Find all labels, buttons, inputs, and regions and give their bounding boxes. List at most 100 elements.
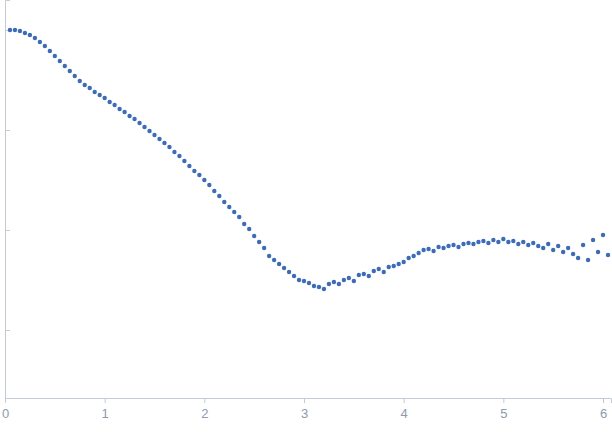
point [212,189,216,193]
x-tick: 3 [301,398,308,421]
point [8,28,12,32]
point [28,33,32,37]
point [337,282,341,286]
point [162,141,166,145]
point [172,150,176,154]
point [157,137,161,141]
point [501,237,505,241]
point [122,110,126,114]
point [377,267,381,271]
point [287,270,291,274]
point [516,242,520,246]
x-tick-label: 0 [2,406,9,421]
point [431,249,435,253]
point [297,278,301,282]
point [192,169,196,173]
x-tick-label: 1 [102,406,109,421]
y-tick [5,330,10,331]
y-tick-mark [5,330,10,331]
point [461,242,465,246]
point [48,49,52,53]
point [73,74,77,78]
point [406,256,410,260]
point [511,239,515,243]
point [97,93,101,97]
point [102,96,106,100]
point [307,281,311,285]
point [342,278,346,282]
points [8,28,610,291]
point [247,227,251,231]
point [177,154,181,158]
x-tick-label: 5 [500,406,507,421]
point [33,36,37,40]
x-tick: 6 [600,398,607,421]
point [387,265,391,269]
point [317,285,321,289]
point [481,239,485,243]
x-tick: 2 [201,398,208,421]
point [38,40,42,44]
point [606,253,610,257]
point [257,240,261,244]
y-axis [5,1,10,399]
x-tick-mark [603,398,604,403]
point [382,270,386,274]
point [367,274,371,278]
point [392,264,396,268]
point [397,262,401,266]
point [486,241,490,245]
y-axis-line [6,1,11,399]
point [68,69,72,73]
point [556,244,560,248]
point [352,279,356,283]
point [441,246,445,250]
point [88,86,92,90]
point [521,240,525,244]
point [491,238,495,242]
y-tick-mark [5,230,10,231]
point [401,260,405,264]
point [83,83,87,87]
point [551,248,555,252]
point [232,210,236,214]
point [581,243,585,247]
point [327,282,331,286]
point [456,245,460,249]
point [576,256,580,260]
point [58,59,62,63]
x-tick-mark [404,398,405,403]
point [586,258,590,262]
point [242,222,246,226]
point [591,238,595,242]
point [372,269,376,273]
point [347,276,351,280]
point [147,129,151,133]
chart: 0123456 [0,0,612,437]
point [541,246,545,250]
x-axis: 0123456 [2,398,612,421]
point [137,121,141,125]
point [217,194,221,198]
x-tick-label: 6 [600,406,607,421]
point [112,103,116,107]
point [187,164,191,168]
point [601,233,605,237]
y-tick [5,130,10,131]
point [272,258,276,262]
point [506,240,510,244]
point [416,251,420,255]
point [411,254,415,258]
point [182,159,186,163]
point [18,29,22,33]
point [496,240,500,244]
point [202,178,206,182]
point [476,240,480,244]
point [436,245,440,249]
point [322,287,326,291]
point [332,280,336,284]
point [471,242,475,246]
x-tick-label: 3 [301,406,308,421]
point [561,250,565,254]
point [277,262,281,266]
